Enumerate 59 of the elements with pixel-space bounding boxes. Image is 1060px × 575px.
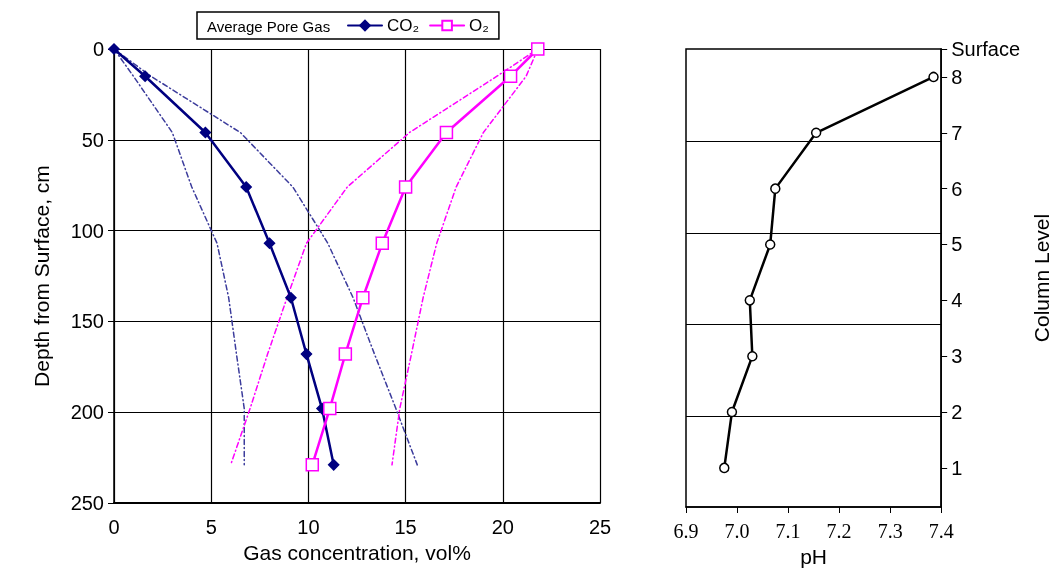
legend-title: Average Pore Gas [207, 18, 331, 35]
y-tick-label: 150 [70, 310, 104, 333]
x-axis-title: pH [800, 544, 828, 568]
x-axis-title: Gas concentration, vol% [243, 540, 471, 564]
y-tick-label: Surface [951, 38, 1021, 60]
x-tick-label: 7.0 [724, 520, 750, 542]
x-tick-label: 7.1 [775, 520, 801, 542]
point [375, 236, 390, 251]
point [199, 126, 212, 139]
point [305, 458, 320, 472]
y-tick-label: 5 [951, 233, 963, 256]
y-tick-label: 7 [951, 121, 963, 144]
y-tick-label: 1 [951, 456, 963, 479]
y-tick-label: 200 [70, 401, 104, 424]
legend-label: CO₂ [387, 16, 420, 35]
y-tick-label: 8 [951, 65, 963, 88]
x-tick-label: 7.4 [928, 520, 954, 542]
point [108, 43, 120, 55]
x-tick-label: 5 [205, 516, 217, 538]
x-tick-label: 20 [491, 516, 514, 538]
point [439, 125, 454, 140]
point [240, 181, 252, 193]
point [398, 180, 413, 194]
y-tick-label: 2 [951, 401, 963, 424]
point [810, 127, 822, 139]
y-tick-label: 3 [951, 345, 963, 368]
x-tick-label: 7.2 [826, 520, 852, 542]
point [770, 183, 781, 194]
x-tick-label: 6.9 [673, 520, 699, 542]
point [726, 406, 738, 418]
point [285, 292, 297, 304]
y-axis-title: Column Level [1030, 213, 1053, 343]
point [747, 350, 758, 362]
point [300, 348, 313, 360]
y-axis-title: Depth from Surface, cm [30, 165, 53, 387]
point [338, 347, 353, 361]
point [744, 295, 756, 306]
y-tick-label: 250 [70, 492, 104, 514]
point [928, 71, 939, 83]
x-tick-label: 0 [108, 516, 120, 538]
y-tick-label: 100 [70, 219, 104, 242]
point [764, 239, 776, 250]
x-tick-label: 25 [588, 516, 612, 538]
x-tick-label: 7.3 [877, 520, 903, 542]
point [327, 459, 340, 471]
y-tick-label: 50 [81, 128, 104, 151]
point [356, 291, 370, 305]
point [323, 401, 337, 416]
y-tick-label: 6 [951, 177, 963, 200]
point [531, 42, 545, 56]
legend-label: O₂ [469, 16, 489, 35]
y-tick-label: 0 [92, 38, 104, 60]
point [503, 69, 518, 83]
x-tick-label: 15 [394, 516, 417, 538]
x-tick-label: 10 [297, 516, 320, 538]
point [263, 237, 276, 250]
point [139, 70, 151, 82]
y-tick-label: 4 [951, 289, 963, 312]
point [719, 462, 730, 474]
